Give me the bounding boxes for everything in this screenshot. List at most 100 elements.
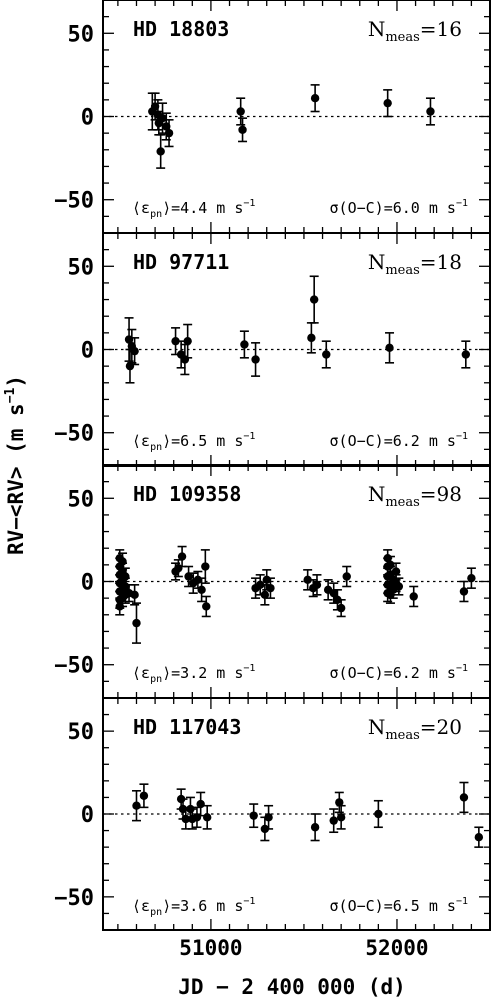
y-tick-label: 50 — [68, 22, 95, 47]
star-name: HD 18803 — [133, 17, 229, 41]
n-meas-label: Nmeas=98 — [368, 482, 462, 510]
data-point — [265, 577, 275, 599]
data-marker — [251, 355, 260, 364]
data-marker — [459, 793, 469, 802]
data-point — [474, 826, 484, 848]
data-point — [385, 332, 395, 364]
data-marker — [236, 107, 245, 116]
data-point — [202, 804, 212, 830]
y-tick-label: 0 — [81, 803, 94, 828]
data-marker — [329, 816, 338, 825]
data-marker — [238, 125, 247, 135]
sigma-oc-label: σ(O−C)=6.2 m s−1 — [330, 431, 468, 450]
data-point — [309, 275, 319, 324]
data-marker — [467, 573, 476, 583]
data-marker — [256, 580, 265, 590]
data-point — [176, 340, 186, 369]
data-point — [238, 117, 248, 143]
data-marker — [130, 590, 139, 600]
data-point — [425, 97, 435, 126]
data-point — [466, 567, 476, 589]
data-point — [251, 577, 261, 599]
data-point — [310, 84, 320, 113]
y-tick-label: 50 — [68, 720, 95, 745]
n-meas-label: Nmeas=20 — [368, 715, 462, 743]
eps-pn-label: ⟨εpn⟩=3.2 m s−1 — [132, 663, 255, 685]
data-point — [201, 595, 211, 618]
data-marker — [391, 567, 401, 576]
data-point — [131, 789, 141, 822]
data-marker — [329, 588, 338, 598]
data-marker — [310, 93, 320, 103]
y-tick-label: 50 — [68, 255, 95, 280]
data-marker — [336, 603, 346, 613]
data-point — [409, 585, 419, 608]
data-point — [139, 783, 149, 809]
y-tick-label: −50 — [54, 886, 94, 911]
panel-3: 50 0 −50 HD 109358 Nmeas=98 ⟨εpn⟩=3.2 m s−1 σ(… — [54, 464, 491, 699]
y-tick-label: 0 — [81, 571, 94, 596]
x-tick-label: 52000 — [365, 936, 428, 960]
data-marker — [249, 811, 258, 820]
data-marker — [409, 592, 418, 601]
data-marker — [177, 552, 187, 561]
data-marker — [374, 809, 383, 819]
data-marker — [266, 583, 275, 593]
data-marker — [394, 582, 404, 591]
data-point — [336, 804, 346, 830]
data-point — [156, 134, 166, 169]
data-marker — [461, 350, 471, 359]
data-point — [459, 580, 469, 603]
data-point — [383, 89, 393, 118]
y-tick-label: −50 — [54, 189, 94, 214]
data-point — [131, 602, 141, 644]
data-point — [164, 119, 174, 148]
data-marker — [196, 799, 205, 809]
data-marker — [336, 813, 346, 822]
y-tick-label: 0 — [81, 339, 94, 364]
panel-4: 50 0 −50 HD 117043 Nmeas=20 ⟨εpn⟩=3.6 m s−1 σ(… — [54, 697, 491, 960]
data-marker — [459, 587, 469, 596]
star-name: HD 117043 — [133, 715, 241, 739]
data-marker — [240, 340, 249, 349]
n-meas-label: Nmeas=16 — [368, 17, 462, 45]
data-marker — [264, 813, 273, 822]
data-point — [239, 330, 249, 359]
data-marker — [312, 580, 322, 590]
data-point — [183, 323, 193, 359]
data-point — [130, 337, 140, 366]
data-marker — [132, 618, 141, 628]
data-marker — [307, 333, 316, 343]
data-point — [334, 791, 344, 814]
eps-pn-label: ⟨εpn⟩=3.6 m s−1 — [132, 896, 255, 918]
data-point — [236, 97, 246, 126]
panels-group: 50 0 −50 HD 18803 Nmeas=16 ⟨εpn⟩=4.4 m s−1 σ(O… — [54, 0, 491, 960]
data-marker — [322, 350, 331, 359]
data-point — [342, 565, 352, 588]
data-marker — [342, 572, 351, 581]
x-axis-label: JD − 2 400 000 (d) — [178, 975, 406, 999]
data-point — [459, 781, 469, 814]
x-tick-label: 51000 — [179, 936, 242, 960]
data-point — [394, 577, 404, 596]
sigma-oc-label: σ(O−C)=6.5 m s−1 — [330, 896, 468, 915]
n-meas-label: Nmeas=18 — [368, 250, 462, 278]
data-marker — [164, 128, 174, 138]
data-point — [373, 799, 383, 829]
data-marker — [260, 590, 270, 600]
y-tick-label: −50 — [54, 422, 94, 447]
sigma-oc-label: σ(O−C)=6.2 m s−1 — [330, 663, 468, 682]
star-name: HD 97711 — [133, 250, 229, 274]
data-marker — [383, 98, 392, 108]
data-point — [329, 808, 339, 834]
data-point — [312, 574, 322, 596]
data-marker — [139, 791, 149, 800]
data-marker — [132, 801, 141, 810]
data-marker — [335, 798, 344, 807]
sigma-oc-label: σ(O−C)=6.0 m s−1 — [330, 198, 468, 217]
data-marker — [130, 346, 139, 356]
data-marker — [385, 343, 394, 353]
data-point — [461, 340, 471, 369]
data-point — [251, 342, 261, 377]
